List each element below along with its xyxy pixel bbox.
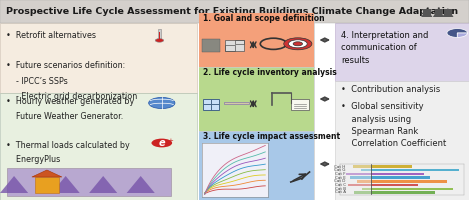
Text: e: e [159, 138, 165, 148]
Polygon shape [127, 176, 155, 193]
Polygon shape [433, 8, 444, 17]
Text: 1. Goal and scope definition: 1. Goal and scope definition [203, 14, 325, 23]
Circle shape [149, 97, 175, 109]
Text: Prospective Life Cycle Assessment for Existing Buildings Climate Change Adaptati: Prospective Life Cycle Assessment for Ex… [6, 7, 458, 16]
Text: - Electric grid decarbonization: - Electric grid decarbonization [6, 92, 137, 101]
Bar [203, 99, 219, 110]
Text: Cat E: Cat E [335, 176, 346, 180]
Text: •  Thermal loads calculated by: • Thermal loads calculated by [6, 141, 129, 150]
Circle shape [288, 40, 307, 48]
Bar [350, 176, 371, 179]
Bar [224, 102, 249, 104]
Bar [435, 9, 442, 17]
Bar [158, 29, 161, 40]
Bar [199, 13, 314, 67]
Bar [371, 188, 453, 190]
Bar [362, 188, 371, 190]
Bar [234, 40, 244, 44]
Bar [423, 9, 431, 17]
Text: Cat G: Cat G [334, 168, 346, 172]
Bar [444, 9, 452, 17]
Bar [199, 13, 314, 25]
Bar [361, 169, 371, 171]
Text: EnergyPlus: EnergyPlus [6, 155, 60, 164]
Bar [371, 169, 459, 171]
Text: •  Global sensitivity
    analysis using
    Spearman Rank
    Correlation Coeff: • Global sensitivity analysis using Spea… [341, 102, 446, 148]
Polygon shape [89, 176, 117, 193]
Circle shape [284, 38, 312, 50]
Bar [354, 191, 371, 194]
Bar [371, 191, 435, 194]
Text: Cat F: Cat F [335, 172, 346, 176]
Bar [371, 180, 447, 183]
Text: •  Retrofit alternatives: • Retrofit alternatives [6, 31, 96, 40]
Text: Future Weather Generator.: Future Weather Generator. [6, 112, 123, 121]
Text: +: + [167, 138, 173, 144]
Text: Cat A: Cat A [334, 190, 346, 194]
Text: Cat B: Cat B [334, 187, 346, 191]
Bar [348, 184, 371, 186]
Bar [225, 40, 244, 51]
Bar [371, 173, 424, 175]
Circle shape [151, 139, 172, 147]
Bar [346, 173, 371, 175]
Text: Cat C: Cat C [334, 183, 346, 187]
Text: 2. Life cycle inventory analysis: 2. Life cycle inventory analysis [203, 68, 337, 77]
Text: 3. Life cycle impact assessment: 3. Life cycle impact assessment [203, 132, 340, 141]
Circle shape [155, 39, 164, 42]
Bar [202, 39, 220, 52]
Text: •  Contribution analysis: • Contribution analysis [341, 85, 440, 94]
Wedge shape [447, 29, 468, 37]
Polygon shape [442, 8, 454, 17]
Bar [371, 176, 430, 179]
Bar [291, 99, 309, 110]
Bar [353, 165, 371, 168]
Bar [199, 67, 314, 79]
Text: •  Hourly weather generated by: • Hourly weather generated by [6, 97, 134, 106]
Polygon shape [52, 176, 80, 193]
Polygon shape [0, 176, 28, 193]
Text: •  Future scenarios definition:: • Future scenarios definition: [6, 61, 125, 70]
Bar [199, 131, 314, 143]
Text: - IPCC’s SSPs: - IPCC’s SSPs [6, 77, 68, 86]
Bar [35, 177, 59, 193]
Bar [0, 93, 197, 200]
Text: Cat D: Cat D [334, 179, 346, 183]
Circle shape [293, 42, 303, 46]
Bar [357, 180, 371, 183]
Bar [0, 0, 469, 23]
Bar [0, 23, 197, 93]
Polygon shape [421, 8, 432, 17]
Bar [335, 23, 469, 81]
Bar [199, 67, 314, 131]
Text: Cat H: Cat H [334, 165, 346, 169]
Wedge shape [457, 33, 468, 37]
Bar [7, 168, 171, 196]
Bar [199, 131, 314, 200]
Bar [225, 45, 234, 51]
Bar [199, 23, 314, 200]
Bar [335, 81, 469, 200]
Text: 4. Interpretation and
communication of
results: 4. Interpretation and communication of r… [341, 31, 428, 65]
Bar [159, 32, 160, 40]
Polygon shape [32, 170, 62, 177]
Bar [371, 165, 412, 168]
Bar [371, 184, 418, 186]
